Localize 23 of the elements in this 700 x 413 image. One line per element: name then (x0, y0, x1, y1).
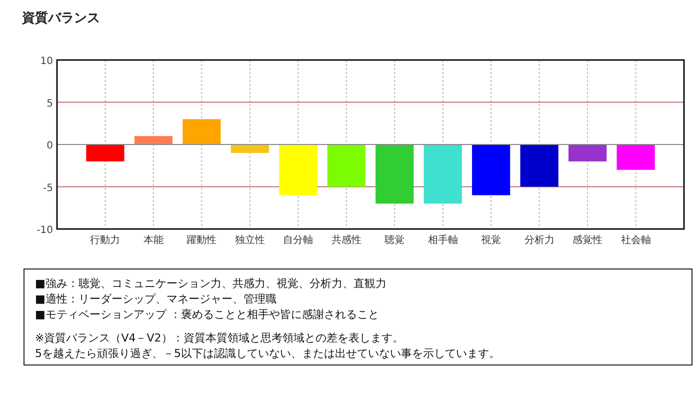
x-tick-label: 感覚性 (572, 234, 603, 246)
y-tick-label: -5 (43, 182, 53, 194)
text: ■モティベーションアップ ：褒めることと相手や皆に感謝されること (35, 308, 379, 321)
x-tick-label: 聴覚 (384, 234, 405, 246)
x-tick-label: 社会軸 (620, 234, 651, 246)
y-tick-label: 10 (40, 56, 53, 67)
y-tick-label: 0 (46, 140, 53, 152)
x-tick-label: 相手軸 (428, 234, 458, 246)
x-tick-label: 独立性 (234, 234, 265, 246)
text: ■強み：聴覚、コミュニケーション力、共感力、視覚、分析力、直観力 (35, 277, 386, 290)
x-tick-label: 共感性 (331, 234, 362, 246)
y-tick-label: 5 (46, 98, 53, 110)
x-tick-label: 躍動性 (186, 234, 217, 246)
text: ※資質バランス（V4－V2）：資質本質領域と思考領域との差を表します。 (35, 332, 404, 344)
text: 5を越えたら頑張り過ぎ、－5以下は認識していない、または出せていない事を示しています。 (35, 347, 500, 360)
x-tick-label: 分析力 (524, 234, 554, 246)
y-tick-label: -10 (36, 225, 53, 236)
x-tick-label: 視覚 (481, 234, 502, 246)
chart-title: 資質バランス (21, 10, 100, 26)
x-tick-label: 行動力 (90, 234, 120, 246)
x-tick-label: 自分軸 (283, 234, 314, 246)
text: ■適性：リーダーシップ、マネージャー、管理職 (35, 292, 276, 306)
x-tick-label: 本能 (143, 234, 164, 246)
